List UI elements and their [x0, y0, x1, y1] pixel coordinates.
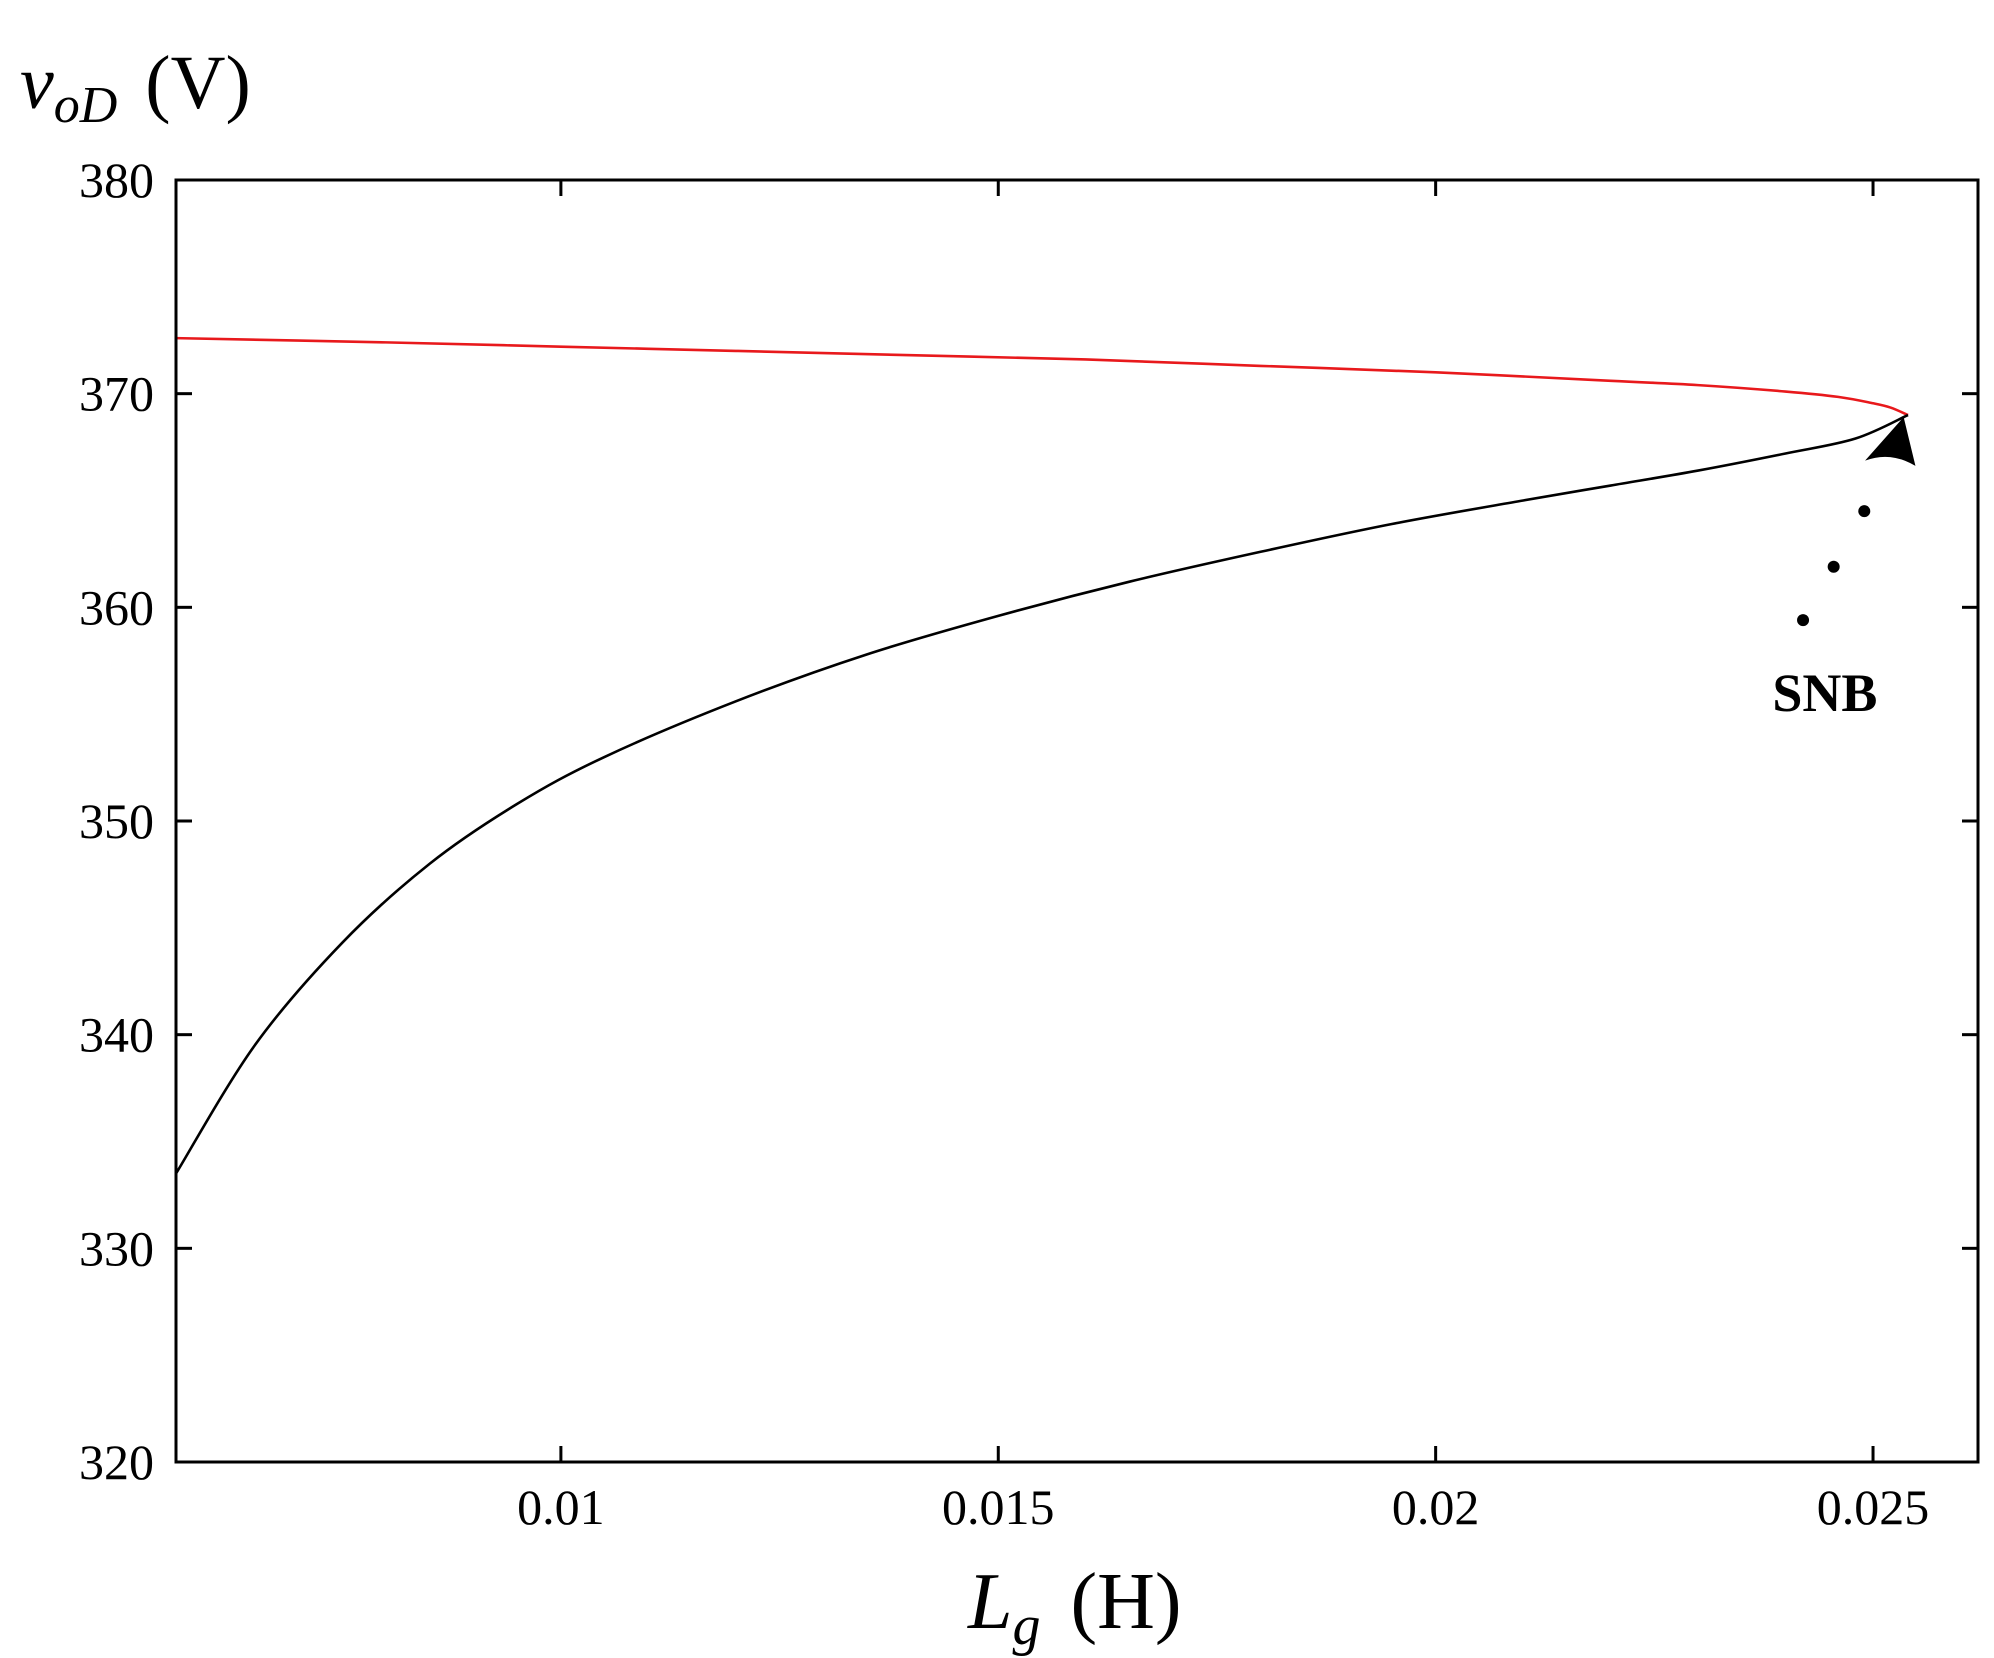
snb-label: SNB [1772, 663, 1877, 723]
y-tick-label: 350 [79, 793, 154, 849]
x-axis-title-sub: g [1013, 1595, 1041, 1657]
y-tick-label: 380 [79, 152, 154, 208]
x-axis-title-unit: (H) [1071, 1558, 1182, 1646]
y-tick-label: 340 [79, 1007, 154, 1063]
svg-text:voD(V): voD (V) [20, 41, 251, 134]
y-tick-label: 330 [79, 1220, 154, 1276]
arrow-dot [1827, 560, 1840, 573]
series-line-2 [174, 413, 1909, 1175]
arrow-head [1865, 417, 1916, 466]
y-tick-label: 370 [79, 366, 154, 422]
x-tick-label: 0.025 [1817, 1479, 1930, 1535]
x-axis-title: Lg (H) [967, 1558, 1182, 1657]
x-tick-label: 0.01 [517, 1479, 605, 1535]
y-tick-label: 360 [79, 579, 154, 635]
y-axis-title-sub: oD [54, 77, 118, 134]
y-axis-title: voD (V) [20, 41, 251, 134]
y-tick-label: 320 [79, 1434, 154, 1490]
x-tick-label: 0.02 [1392, 1479, 1480, 1535]
arrow-dot [1858, 505, 1871, 518]
arrow-dot [1797, 614, 1810, 627]
plot-area: 0.01 0.015 0.02 0.025 320 330 340 350 360 370 380 S… [79, 152, 1980, 1535]
series-line-1 [175, 336, 1909, 417]
x-axis-title-main: L [967, 1558, 1013, 1646]
svg-text:Lg(H): Lg (H) [967, 1558, 1182, 1657]
plot-frame [174, 178, 1980, 1464]
x-tick-label: 0.015 [942, 1479, 1055, 1535]
y-axis-title-main: v [20, 41, 54, 125]
y-axis-title-unit: (V) [145, 41, 251, 125]
